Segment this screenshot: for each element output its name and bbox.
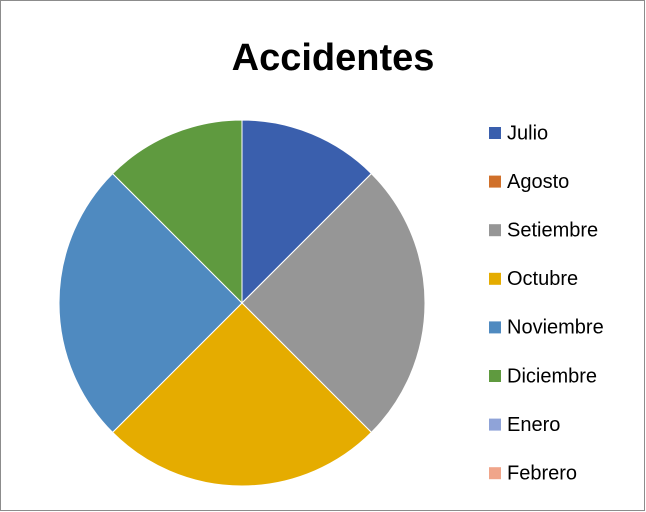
pie-slice — [111, 302, 373, 487]
legend-label: Febrero — [507, 462, 577, 484]
legend-label: Agosto — [507, 171, 569, 193]
legend-swatch — [489, 467, 501, 480]
pie-slice — [58, 172, 243, 434]
legend-swatch — [489, 175, 501, 188]
chart-title: Accidentes — [232, 37, 435, 79]
legend-swatch — [489, 418, 501, 431]
legend-label: Julio — [507, 122, 548, 144]
legend-swatch — [489, 272, 501, 285]
legend-swatch — [489, 224, 501, 237]
legend-label: Noviembre — [507, 317, 604, 339]
legend-swatch — [489, 127, 501, 139]
legend-swatch — [489, 370, 501, 382]
legend-label: Diciembre — [507, 365, 597, 387]
legend-label: Setiembre — [507, 219, 598, 241]
legend-label: Enero — [507, 414, 560, 436]
pie-slice — [241, 172, 426, 434]
legend-label: Octubre — [507, 268, 578, 290]
pie-slice — [111, 119, 243, 305]
legend-swatch — [489, 321, 501, 334]
pie-slice — [241, 119, 373, 305]
